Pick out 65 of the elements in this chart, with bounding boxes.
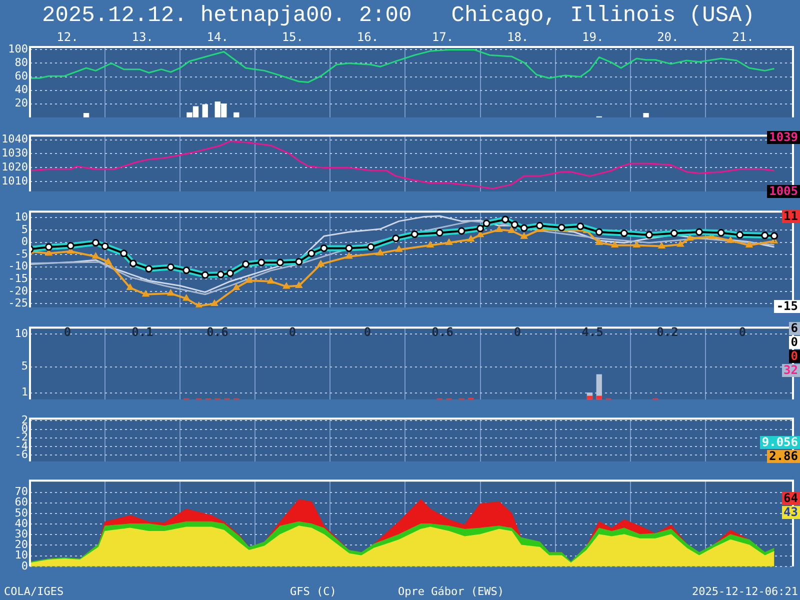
annotation: 6 (788, 321, 800, 335)
y-tick-label: -5 (14, 247, 28, 260)
annotation: 0 (64, 325, 72, 339)
annotation: 0.1 (132, 325, 154, 339)
annotation: 1005 (767, 184, 800, 198)
y-tick-label: 70 (14, 485, 28, 498)
y-tick-label: 0 (21, 559, 28, 572)
y-tick-label: 1030 (2, 146, 28, 160)
y-tick-label: 50 (14, 506, 28, 520)
y-tick-label: 10 (14, 210, 28, 224)
y-tick-label: 10 (14, 548, 28, 562)
annotation: 0 (514, 325, 522, 339)
y-tick-label: 10 (14, 326, 28, 340)
text: GFS (C) (290, 585, 336, 598)
annotation: 0 (288, 325, 296, 339)
annotation: 32 (782, 363, 800, 377)
x-tick-label: 16. (356, 30, 379, 44)
y-tick-label: 20 (14, 538, 28, 552)
x-tick-label: 13. (132, 30, 154, 44)
y-tick-label: 100 (8, 42, 28, 56)
annotation: 43 (782, 505, 800, 519)
y-tick-label: 30 (14, 527, 28, 540)
x-tick-label: 15. (282, 30, 304, 44)
y-tick-label: 80 (14, 56, 28, 70)
annotation: 9.056 (760, 435, 800, 449)
annotation: 0 (788, 335, 800, 349)
annotation: 0.6 (206, 325, 228, 339)
y-tick-label: 40 (14, 83, 28, 96)
x-tick-label: 17. (432, 30, 454, 44)
y-tick-label: -20 (8, 284, 28, 298)
annotation: -15 (774, 299, 800, 313)
y-tick-label: 60 (14, 496, 28, 509)
annotation: 0 (364, 325, 372, 339)
annotation: 0 (738, 325, 746, 339)
annotation: 1039 (767, 130, 800, 144)
y-tick-label: 1010 (2, 174, 28, 188)
y-tick-label: 5 (21, 360, 28, 373)
chart-title: 2025.12.12. hetnapja00. 2:00 Chicago, Illinois (USA) (41, 2, 756, 30)
y-tick-label: -15 (8, 272, 28, 286)
x-tick-label: 14. (206, 30, 228, 44)
y-tick-label: -25 (8, 296, 28, 310)
text: 2025-12-12-06:21 (692, 585, 798, 598)
y-tick-label: 0 (21, 235, 28, 248)
annotation: 0.2 (656, 325, 678, 339)
y-tick-label: 20 (14, 96, 28, 110)
text: Opre Gábor (EWS) (398, 585, 504, 598)
y-tick-label: 1020 (2, 160, 28, 174)
text: COLA/IGES (4, 585, 64, 598)
y-tick-label: 5 (21, 222, 28, 236)
annotation: 11 (782, 209, 800, 223)
annotation: 2.86 (767, 449, 800, 463)
annotation: 4.5 (582, 325, 604, 339)
y-tick-label: 1 (21, 386, 28, 399)
x-tick-label: 12. (56, 30, 78, 44)
x-tick-label: 19. (582, 30, 604, 44)
y-tick-label: 40 (14, 516, 28, 530)
annotation: 0.6 (432, 325, 454, 339)
y-tick-label: 60 (14, 70, 28, 83)
y-tick-label: -10 (8, 260, 28, 273)
x-tick-label: 18. (506, 30, 529, 44)
annotation: 0 (788, 349, 800, 363)
annotation: 64 (782, 491, 800, 505)
x-tick-label: 20. (657, 30, 679, 44)
y-tick-label: 1040 (2, 132, 28, 146)
x-tick-label: 21. (732, 30, 754, 44)
